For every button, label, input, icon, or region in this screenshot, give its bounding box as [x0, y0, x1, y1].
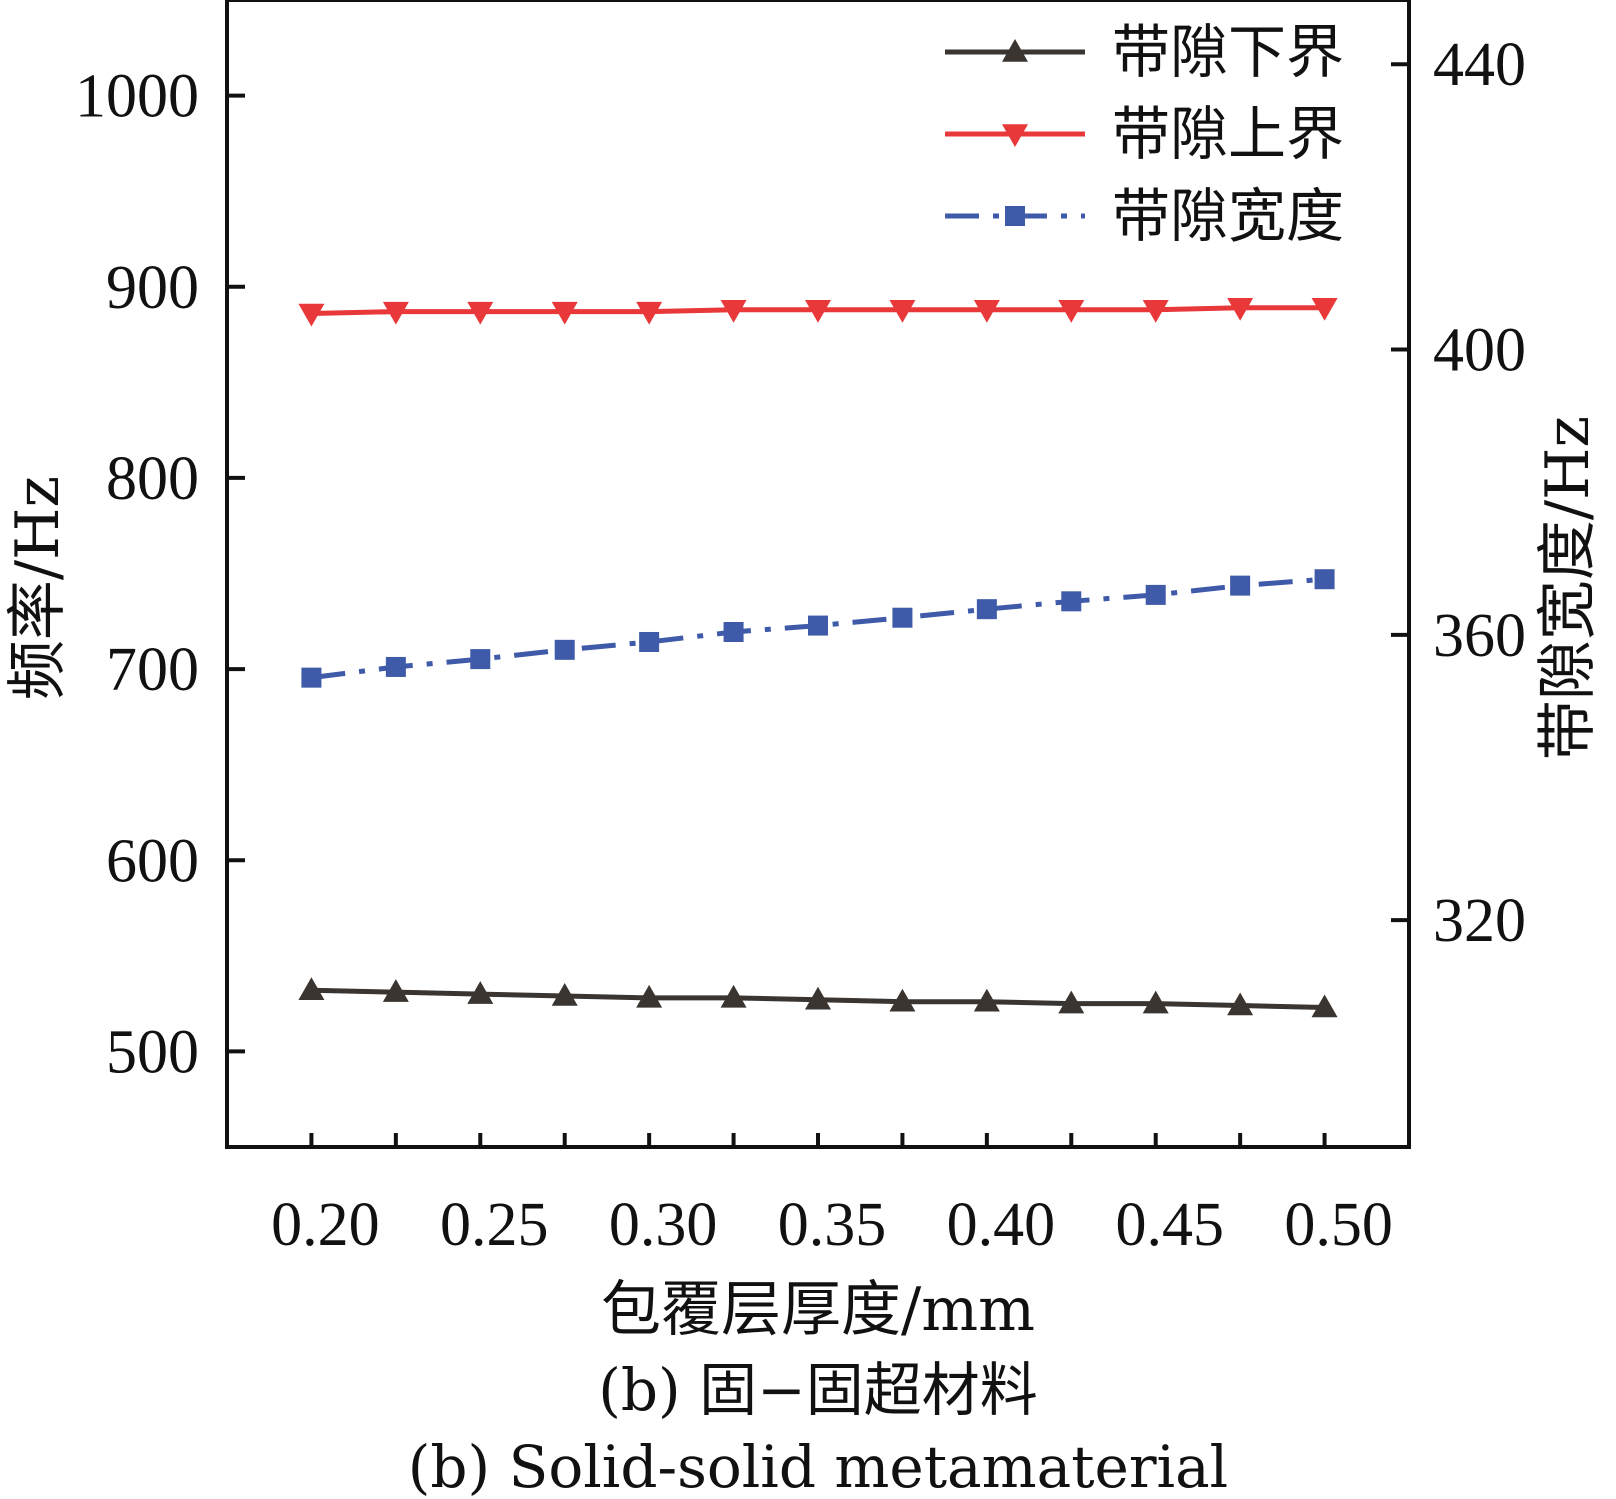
series-1-point — [382, 301, 409, 325]
series-2-point — [1314, 569, 1335, 590]
series-0-point — [805, 986, 831, 1010]
x-tick-label: 0.25 — [440, 1191, 549, 1259]
legend-marker — [1002, 124, 1028, 147]
y-left-tick-label: 800 — [106, 445, 199, 513]
y-right-tick-label: 320 — [1433, 887, 1526, 955]
series-1-point — [636, 301, 663, 325]
caption-chinese: (b) 固−固超材料 — [598, 1356, 1037, 1424]
y-right-tick-label: 440 — [1433, 31, 1526, 99]
y-left-tick-label: 500 — [106, 1018, 199, 1086]
legend-label: 带隙宽度 — [1112, 182, 1344, 250]
y-left-tick-label: 600 — [106, 827, 199, 895]
series-1-point — [1058, 299, 1085, 323]
series-2-point — [976, 599, 997, 620]
series-2-point — [301, 667, 322, 688]
y-left-tick-label: 700 — [106, 636, 199, 704]
series-1-point — [889, 299, 916, 323]
series-0-point — [467, 981, 494, 1004]
x-tick-label: 0.40 — [947, 1191, 1056, 1259]
series-1-point — [805, 299, 831, 323]
series-1-point — [1311, 298, 1338, 321]
series-1-point — [467, 301, 494, 325]
y-left-tick-label: 1000 — [75, 63, 199, 131]
y-left-axis-title: 频率/Hz — [3, 476, 73, 700]
series-0-point — [889, 988, 916, 1012]
series-1-point — [973, 299, 1000, 323]
series-0-point — [636, 984, 663, 1008]
series-2-point — [639, 631, 660, 652]
series-2-point — [385, 656, 406, 677]
x-axis-title: 包覆层厚度/mm — [601, 1275, 1035, 1345]
series-2-point — [808, 615, 828, 636]
legend-marker — [1002, 39, 1028, 62]
series-1-point — [551, 301, 578, 325]
y-right-axis-title: 带隙宽度/Hz — [1533, 416, 1603, 760]
series-2-point — [1145, 584, 1166, 605]
left-y-axis: 500 600 700 800 900 1000 — [75, 63, 245, 1086]
series-2-point — [554, 639, 575, 660]
plot-frame — [225, 0, 1411, 1149]
x-tick-label: 0.50 — [1284, 1191, 1393, 1259]
series-1-point — [1227, 298, 1254, 321]
series-2-point — [1230, 575, 1251, 596]
caption-english: (b) Solid-solid metamaterial — [408, 1433, 1228, 1499]
series-1-point — [298, 303, 325, 327]
series-0-point — [382, 979, 409, 1002]
series-layer — [298, 298, 1338, 1018]
series-2-point — [1061, 591, 1082, 612]
legend-label: 带隙上界 — [1112, 100, 1344, 168]
right-y-axis: 320 360 400 440 — [1391, 31, 1526, 955]
series-0-point — [1227, 992, 1254, 1016]
series-1-point — [1142, 299, 1169, 323]
y-right-tick-label: 360 — [1433, 602, 1526, 670]
series-0-point — [720, 984, 747, 1008]
series-2-point — [892, 607, 913, 628]
y-right-tick-label: 400 — [1433, 317, 1526, 385]
legend-marker — [1005, 206, 1025, 226]
y-left-tick-label: 900 — [106, 254, 199, 322]
series-0-point — [1142, 990, 1169, 1014]
x-axis: 0.20 0.25 0.30 0.35 0.40 0.45 0.50 — [271, 1133, 1393, 1259]
series-0-point — [298, 977, 325, 1000]
legend-label: 带隙下界 — [1112, 18, 1344, 86]
x-tick-label: 0.45 — [1115, 1191, 1224, 1259]
series-0-point — [1311, 994, 1338, 1018]
x-tick-label: 0.30 — [609, 1191, 718, 1259]
series-0-point — [551, 982, 578, 1006]
series-2-point — [723, 621, 744, 642]
x-tick-label: 0.20 — [271, 1191, 380, 1259]
series-2-point — [470, 649, 491, 670]
series-0-point — [973, 988, 1000, 1012]
series-0-point — [1058, 990, 1085, 1014]
series-1-point — [720, 299, 747, 323]
x-tick-label: 0.35 — [778, 1191, 887, 1259]
